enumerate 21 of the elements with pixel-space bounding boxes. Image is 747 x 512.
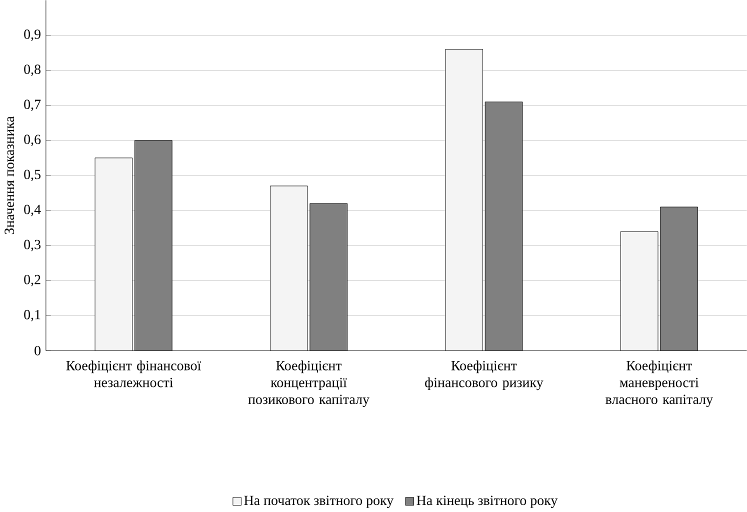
y-tick-label: 0,4 — [24, 204, 41, 216]
y-tick-label: 0,7 — [24, 100, 41, 112]
bar — [445, 49, 484, 351]
y-tick-label: 0,9 — [24, 30, 40, 42]
y-tick-label: 0,1 — [24, 310, 40, 322]
legend-label: На початок звітного року — [244, 496, 394, 508]
x-tick-label: Коефіцієнт фінансового ризику — [425, 360, 544, 390]
x-tick-label: Коефіцієнт фінансової незалежності — [66, 360, 202, 388]
bar — [94, 158, 133, 351]
bar — [484, 102, 523, 351]
y-tick-label: 0,8 — [24, 64, 41, 76]
y-tick-label: 0,6 — [24, 134, 41, 146]
y-axis-title: Значення показника — [4, 116, 14, 234]
x-tick-label: Коефіцієнт маневреності власного капіталу — [606, 360, 713, 408]
y-tick-label: 0,3 — [24, 240, 41, 252]
y-tick-label: 0,5 — [24, 170, 41, 182]
x-tick-label: Коефіцієнт концентрації позикового капіталу — [248, 360, 370, 408]
y-tick-label: 0,2 — [24, 274, 40, 286]
y-tick-label: 0 — [34, 346, 41, 356]
legend-label: На кінець звітного року — [416, 496, 558, 508]
bar — [134, 140, 172, 351]
